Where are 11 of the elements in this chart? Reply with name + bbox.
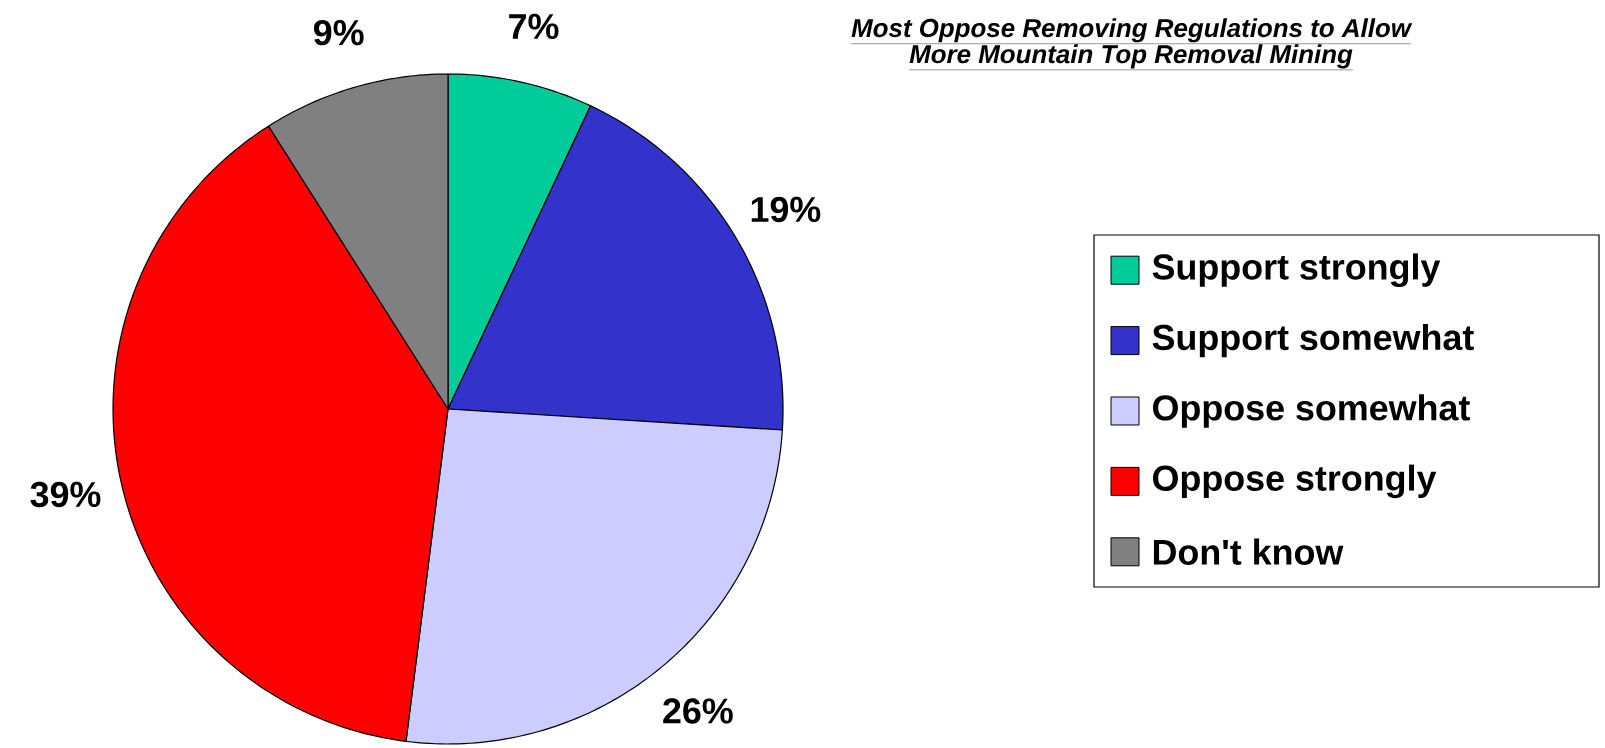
text: Most Oppose Removing Regulations to Allow More Mountain Top Removal Mining bbox=[851, 18, 1413, 69]
data-label: 39% bbox=[30, 481, 101, 508]
legend-label: Support somewhat bbox=[1152, 323, 1474, 358]
data-label: 7% bbox=[509, 13, 559, 40]
legend-label: Support strongly bbox=[1152, 253, 1441, 287]
data-label: 26% bbox=[663, 698, 733, 724]
data-label: 9% bbox=[314, 19, 364, 46]
legend-label: Don't know bbox=[1153, 538, 1344, 565]
legend-label: Oppose strongly bbox=[1153, 464, 1437, 499]
legend-label: Oppose somewhat bbox=[1153, 394, 1470, 428]
data-label: 19% bbox=[751, 196, 821, 223]
